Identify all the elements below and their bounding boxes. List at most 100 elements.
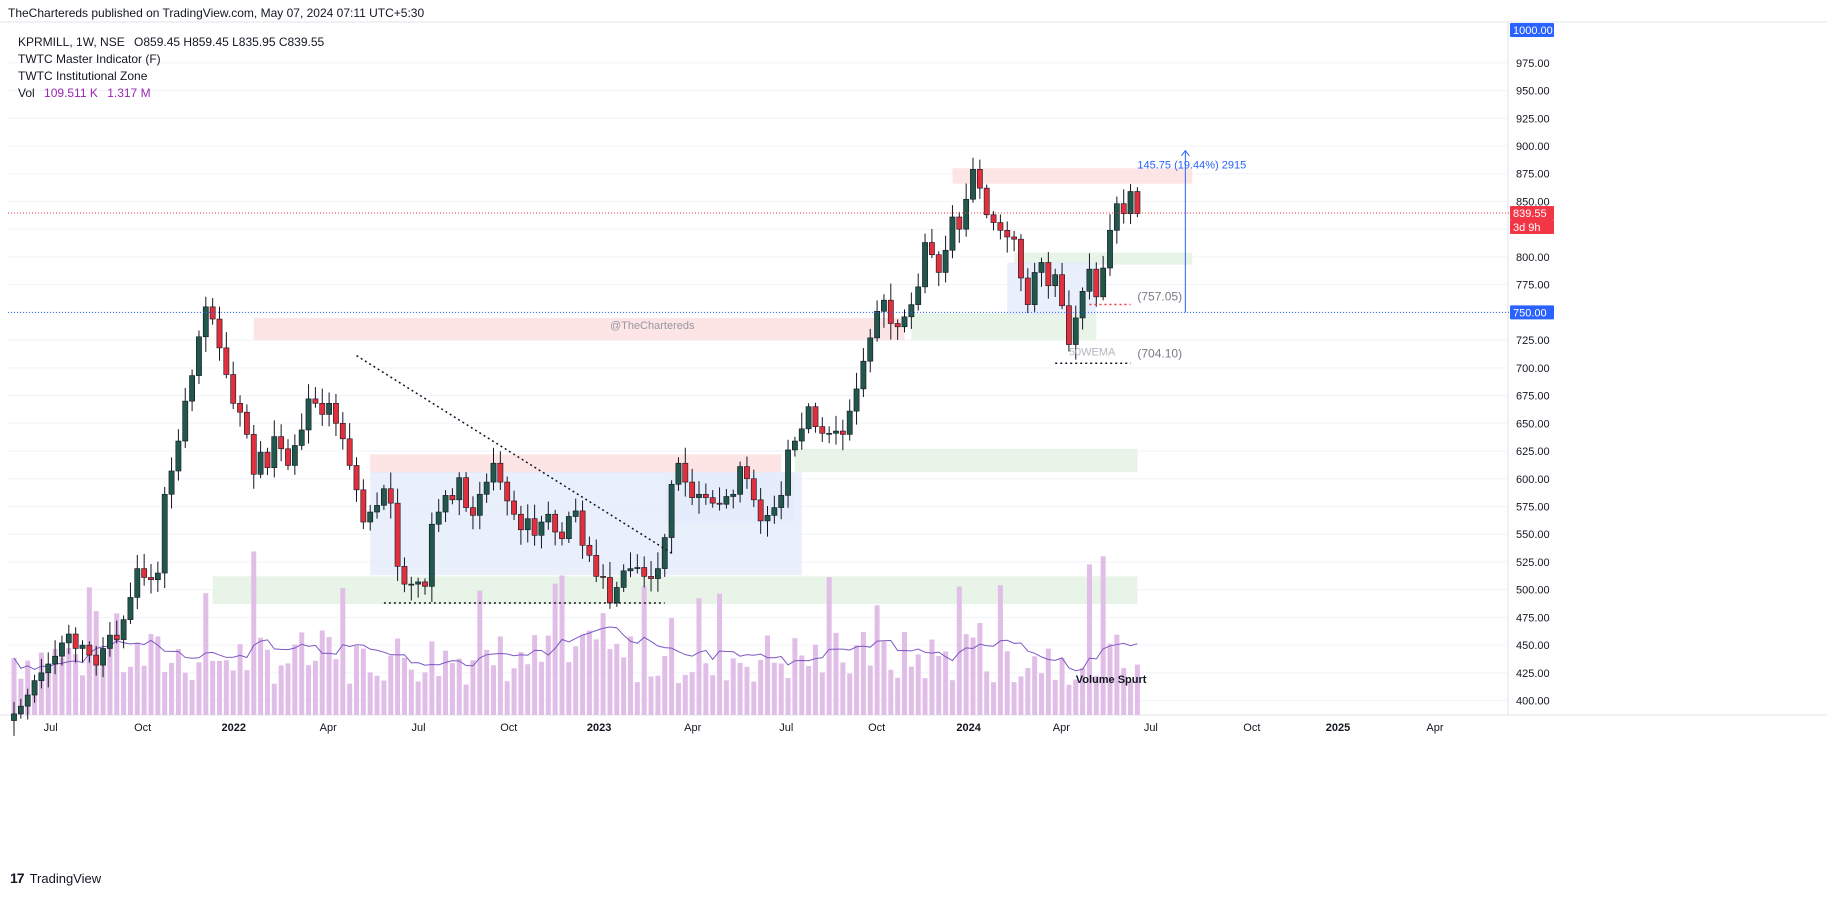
volume-value: 109.511 K <box>44 86 98 100</box>
volume-bar <box>285 663 291 715</box>
volume-bar <box>121 672 127 715</box>
candle-body <box>723 496 730 505</box>
volume-bar <box>518 651 524 715</box>
candle-body <box>771 507 778 516</box>
candle-body <box>346 438 353 466</box>
candle-body <box>922 242 928 288</box>
volume-bar <box>456 658 462 715</box>
candle-body <box>702 493 709 498</box>
volume-bar <box>381 680 387 715</box>
volume-bar <box>778 663 784 715</box>
candle-body <box>867 337 874 362</box>
candle-body <box>1045 262 1052 287</box>
volume-bar <box>1121 667 1127 715</box>
volume-bar <box>497 636 503 715</box>
candle-body <box>696 493 702 498</box>
candle-body <box>641 567 648 577</box>
volume-bar <box>785 678 791 715</box>
candle-body <box>264 451 271 468</box>
x-tick-label: Jul <box>44 722 58 734</box>
candle-body <box>45 663 52 674</box>
candle-body <box>956 216 963 230</box>
volume-bar <box>915 654 921 715</box>
zone-demand <box>911 313 1097 341</box>
watermark: @TheChartereds <box>610 320 695 332</box>
volume-label[interactable]: Vol <box>18 86 35 100</box>
candle-body <box>682 462 689 483</box>
volume-bar <box>552 583 558 715</box>
volume-bar <box>45 669 51 715</box>
zone-supply <box>253 317 905 341</box>
volume-bar <box>354 646 359 715</box>
candle-body <box>620 570 627 588</box>
volume-bar <box>744 666 750 715</box>
y-tick-label: 400.00 <box>1516 696 1550 708</box>
candle-body <box>668 483 675 538</box>
volume-bar <box>799 655 805 715</box>
badge-top: 1000.00 <box>1513 25 1553 37</box>
x-tick-label: 2023 <box>587 722 611 734</box>
candle-body <box>833 430 839 434</box>
volume-bar <box>963 634 969 715</box>
candle-body <box>1052 274 1059 287</box>
volume-bar <box>662 655 668 715</box>
volume-bar <box>840 662 846 715</box>
footer-brand[interactable]: 17 TradingView <box>10 870 101 886</box>
volume-bar <box>66 648 72 715</box>
volume-ma-value: 1.317 M <box>107 86 151 100</box>
symbol-line[interactable]: KPRMILL, 1W, NSE <box>18 35 125 49</box>
candle-body <box>716 502 723 505</box>
volume-bar <box>607 649 613 715</box>
volume-bar <box>1134 664 1140 715</box>
volume-bar <box>463 684 469 715</box>
indicator-2[interactable]: TWTC Institutional Zone <box>18 69 148 83</box>
volume-bar <box>470 660 476 715</box>
candle-body <box>202 306 209 338</box>
volume-bar <box>134 642 140 715</box>
x-tick-label: Apr <box>1426 722 1443 734</box>
candle-body <box>908 304 915 318</box>
candle-body <box>154 572 161 580</box>
candle-body <box>586 545 593 556</box>
candle-body <box>1134 191 1141 214</box>
volume-bar <box>723 680 729 715</box>
candle-body <box>31 680 38 696</box>
candle-body <box>100 648 106 666</box>
candle-body <box>997 222 1004 231</box>
candle-body <box>970 168 976 200</box>
candle-body <box>661 537 668 569</box>
volume-bar <box>792 638 798 715</box>
x-tick-label: Apr <box>320 722 337 734</box>
volume-bar <box>1004 651 1010 715</box>
volume-bar <box>854 645 860 715</box>
candle-body <box>456 477 463 501</box>
y-tick-label: 525.00 <box>1516 557 1550 569</box>
x-tick-label: Jul <box>411 722 425 734</box>
volume-bar <box>449 662 455 715</box>
candle-body <box>915 286 922 305</box>
candle-body <box>79 644 86 649</box>
volume-bar <box>306 665 312 715</box>
volume-bar <box>408 669 414 715</box>
volume-bar <box>196 662 202 715</box>
indicator-1[interactable]: TWTC Master Indicator (F) <box>18 52 161 66</box>
candle-body <box>552 513 559 533</box>
volume-bar <box>806 666 812 715</box>
volume-bar <box>429 641 435 715</box>
brand-name: TradingView <box>29 870 102 886</box>
candle-body <box>1079 291 1086 319</box>
volume-bar <box>230 670 236 715</box>
candle-body <box>93 654 100 666</box>
volume-bar <box>333 659 339 715</box>
candle-body <box>881 299 887 312</box>
volume-bar <box>504 681 510 715</box>
candle-body <box>1031 272 1038 305</box>
candle-body <box>928 242 935 256</box>
volume-bar <box>80 675 85 715</box>
candle-body <box>360 489 367 523</box>
candle-body <box>65 633 72 644</box>
candle-body <box>819 426 826 434</box>
zone-demand <box>212 576 1138 605</box>
